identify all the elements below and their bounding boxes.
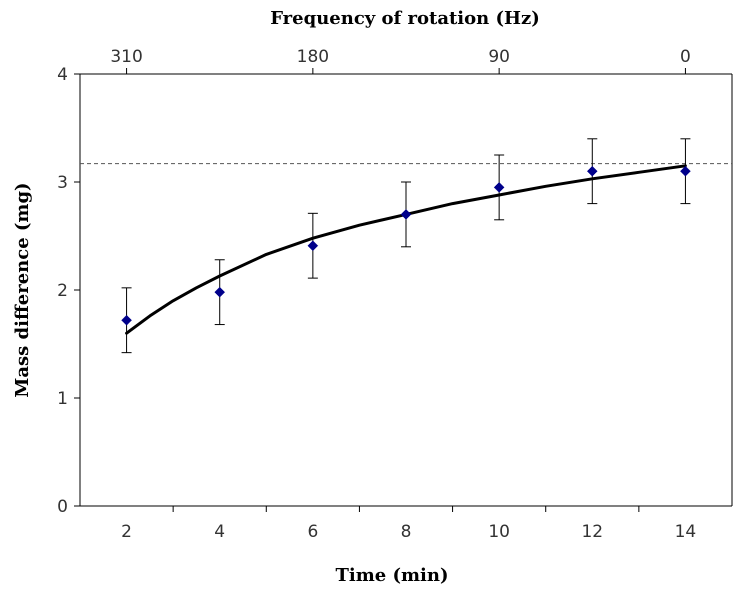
top-tick-label: 310 bbox=[110, 47, 142, 67]
data-point bbox=[214, 286, 226, 298]
top-axis-title: Frequency of rotation (Hz) bbox=[270, 8, 540, 29]
data-point bbox=[307, 240, 319, 252]
top-tick-label: 180 bbox=[297, 47, 329, 67]
y-tick-label: 3 bbox=[57, 173, 68, 193]
x-tick-label: 10 bbox=[488, 522, 510, 542]
data-point bbox=[400, 209, 412, 220]
y-tick-label: 2 bbox=[57, 281, 68, 301]
data-point bbox=[680, 165, 691, 177]
top-tick-label: 0 bbox=[680, 47, 691, 67]
data-point bbox=[586, 165, 598, 177]
x-axis-title: Time (min) bbox=[335, 565, 448, 586]
data-point bbox=[121, 314, 132, 326]
data-point bbox=[493, 182, 505, 193]
y-tick-label: 1 bbox=[57, 389, 68, 409]
x-tick-label: 14 bbox=[675, 522, 697, 542]
fit-curve bbox=[125, 164, 687, 335]
x-tick-label: 4 bbox=[214, 522, 225, 542]
x-tick-label: 6 bbox=[307, 522, 318, 542]
y-tick-label: 4 bbox=[57, 65, 68, 85]
y-axis-title: Mass difference (mg) bbox=[12, 182, 33, 397]
x-tick-label: 8 bbox=[401, 522, 412, 542]
top-tick-label: 90 bbox=[488, 47, 510, 67]
x-tick-label: 2 bbox=[121, 522, 132, 542]
x-tick-label: 12 bbox=[581, 522, 603, 542]
y-tick-label: 0 bbox=[57, 497, 68, 517]
